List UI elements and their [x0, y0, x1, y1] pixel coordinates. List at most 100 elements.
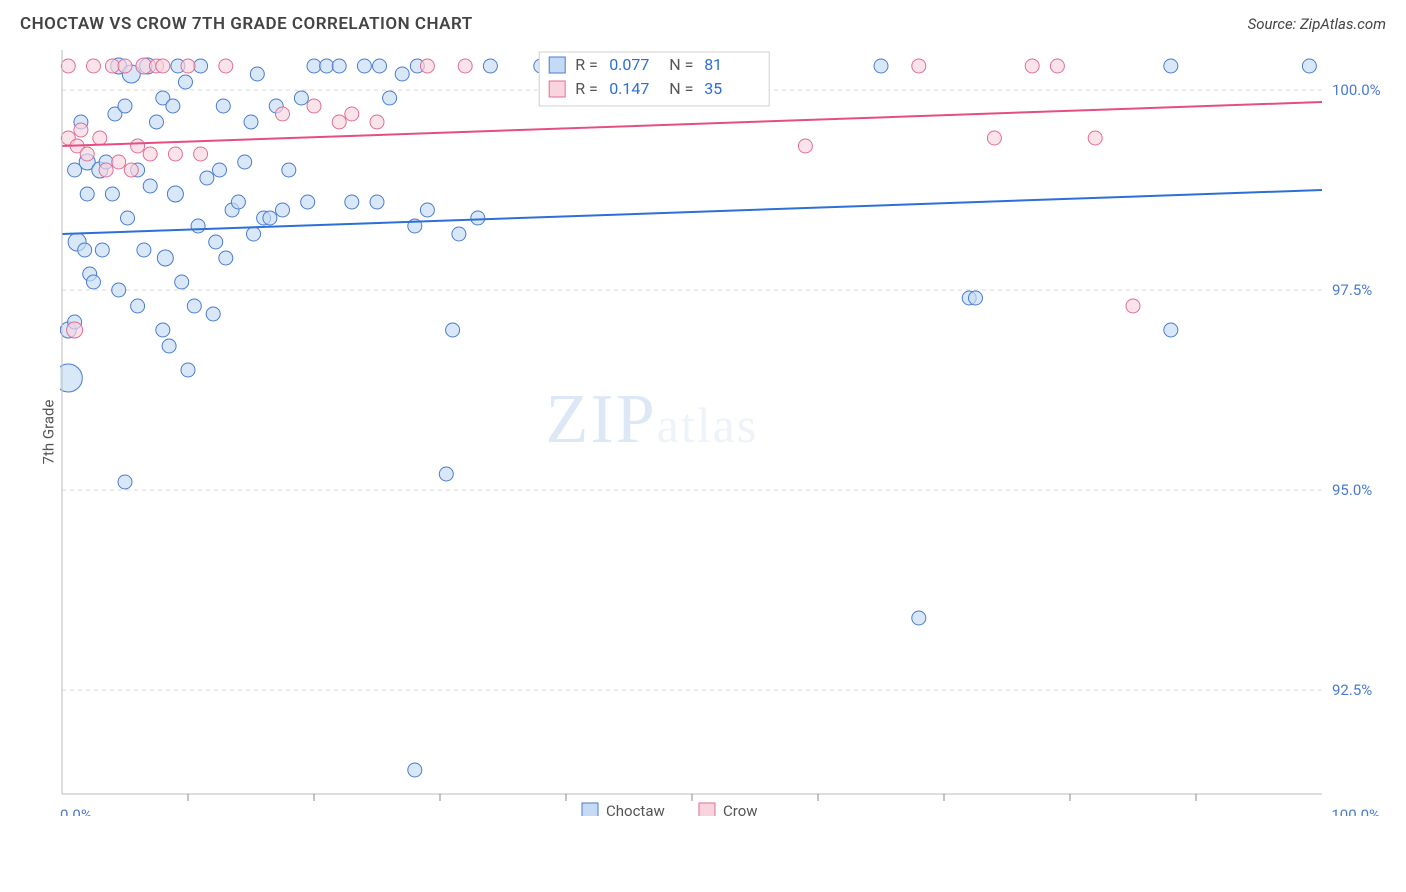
data-point — [80, 147, 94, 161]
data-point — [181, 363, 195, 377]
data-point — [1088, 131, 1102, 145]
data-point — [105, 59, 119, 73]
y-tick-label: 92.5% — [1332, 681, 1372, 699]
stats-n-label: N = — [669, 55, 693, 74]
data-point — [87, 59, 101, 73]
data-point — [307, 59, 321, 73]
data-point — [112, 155, 126, 169]
data-point — [60, 364, 82, 392]
data-point — [420, 203, 434, 217]
stats-r-label: R = — [575, 79, 598, 98]
data-point — [332, 115, 346, 129]
data-point — [332, 59, 346, 73]
data-point — [213, 163, 227, 177]
data-point — [357, 59, 371, 73]
data-point — [191, 219, 205, 233]
stats-box — [539, 52, 769, 106]
data-point — [206, 307, 220, 321]
data-point — [969, 291, 983, 305]
data-point — [383, 91, 397, 105]
data-point — [1164, 59, 1178, 73]
data-point — [373, 59, 387, 73]
data-point — [74, 123, 88, 137]
data-point — [200, 171, 214, 185]
data-point — [276, 203, 290, 217]
legend-swatch — [699, 803, 715, 816]
data-point — [301, 195, 315, 209]
data-point — [156, 59, 170, 73]
data-point — [263, 211, 277, 225]
data-point — [93, 131, 107, 145]
stats-swatch — [549, 81, 565, 97]
data-point — [458, 59, 472, 73]
legend-label: Crow — [723, 802, 758, 816]
data-point — [157, 250, 173, 266]
data-point — [219, 251, 233, 265]
data-point — [118, 475, 132, 489]
data-point — [912, 611, 926, 625]
data-point — [131, 299, 145, 313]
data-point — [175, 275, 189, 289]
data-point — [168, 147, 182, 161]
data-point — [156, 323, 170, 337]
data-point — [1164, 323, 1178, 337]
stats-n-value: 81 — [704, 55, 722, 74]
data-point — [276, 107, 290, 121]
data-point — [178, 75, 192, 89]
data-point — [247, 227, 261, 241]
stats-swatch — [549, 57, 565, 73]
data-point — [1126, 299, 1140, 313]
stats-r-value: 0.147 — [609, 79, 649, 98]
data-point — [1050, 59, 1064, 73]
x-tick-label: 100.0% — [1331, 806, 1380, 816]
data-point — [874, 59, 888, 73]
data-point — [131, 139, 145, 153]
chart-header: CHOCTAW VS CROW 7TH GRADE CORRELATION CH… — [0, 0, 1406, 38]
data-point — [420, 59, 434, 73]
stats-r-value: 0.077 — [609, 55, 649, 74]
data-point — [1025, 59, 1039, 73]
trend-line — [62, 190, 1322, 234]
data-point — [61, 59, 75, 73]
legend-label: Choctaw — [606, 802, 665, 816]
data-point — [294, 91, 308, 105]
data-point — [408, 763, 422, 777]
y-axis-label: 7th Grade — [39, 400, 57, 465]
data-point — [987, 131, 1001, 145]
y-tick-label: 100.0% — [1332, 81, 1381, 99]
data-point — [112, 283, 126, 297]
data-point — [345, 195, 359, 209]
data-point — [137, 243, 151, 257]
data-point — [118, 99, 132, 113]
data-point — [121, 211, 135, 225]
chart-title: CHOCTAW VS CROW 7TH GRADE CORRELATION CH… — [20, 14, 473, 34]
data-point — [209, 235, 223, 249]
data-point — [194, 147, 208, 161]
data-point — [87, 275, 101, 289]
y-tick-label: 97.5% — [1332, 281, 1372, 299]
data-point — [219, 59, 233, 73]
data-point — [370, 195, 384, 209]
data-point — [194, 59, 208, 73]
data-point — [78, 243, 92, 257]
data-point — [99, 163, 113, 177]
data-point — [483, 59, 497, 73]
x-tick-label: 0.0% — [60, 806, 92, 816]
data-point — [143, 179, 157, 193]
data-point — [345, 107, 359, 121]
data-point — [150, 115, 164, 129]
data-point — [250, 67, 264, 81]
data-point — [167, 186, 183, 202]
chart-source: Source: ZipAtlas.com — [1248, 15, 1386, 33]
stats-n-value: 35 — [704, 79, 722, 98]
data-point — [244, 115, 258, 129]
data-point — [124, 163, 138, 177]
data-point — [166, 99, 180, 113]
data-point — [187, 299, 201, 313]
data-point — [143, 147, 157, 161]
data-point — [307, 99, 321, 113]
data-point — [452, 227, 466, 241]
data-point — [798, 139, 812, 153]
data-point — [216, 99, 230, 113]
chart-area: 7th Grade 92.5%95.0%97.5%100.0%ZIPatlas0… — [60, 48, 1386, 816]
